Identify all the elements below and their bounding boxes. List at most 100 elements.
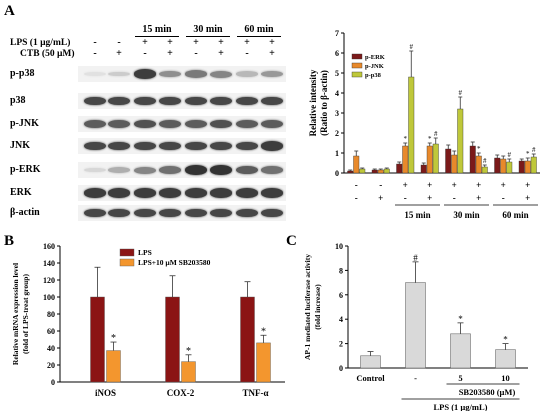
chart-c-luciferase: 0 2 4 6 8 10 AP-1 mediated luciferase activity… [303, 242, 528, 411]
y-axis-label: Relative intensity [308, 69, 318, 136]
significance-mark: * [458, 314, 463, 324]
bar-LPS [165, 296, 180, 383]
y-tick-label: 100 [43, 293, 55, 302]
lps-sign: + [193, 37, 199, 48]
lps-sign: + [452, 180, 457, 190]
ctb-sign: + [427, 193, 432, 203]
blot-band [210, 119, 232, 129]
significance-mark: * [477, 145, 481, 153]
y-axis-label: (fold of LPS-treat group) [21, 274, 30, 354]
blot-band [84, 167, 106, 173]
sb-label: SB203580 (µM) [459, 387, 516, 397]
blot-strip [78, 162, 286, 178]
time-label: 30 min [193, 24, 223, 35]
significance-mark: * [186, 346, 191, 357]
blot-band [159, 166, 181, 174]
lps-sign: - [93, 37, 97, 48]
legend-swatch [119, 258, 135, 267]
bar-p-p38 [481, 166, 488, 174]
blot-band [210, 208, 232, 218]
y-tick-label: 60 [47, 327, 55, 336]
blot-band [134, 119, 156, 129]
blot-band [185, 70, 207, 78]
significance-mark: * [428, 135, 432, 143]
blot-band [134, 141, 156, 151]
chart-a-relative-intensity: 0 1 2 3 4 5 6 7 Relative intensity (Ratio to β-ac… [308, 29, 540, 220]
bar-p-JNK [353, 155, 360, 174]
blot-band [261, 208, 283, 218]
bar-p-JNK [524, 160, 531, 174]
bar-LPS [240, 296, 255, 383]
blot-row-label: β-actin [10, 207, 40, 218]
y-tick-label: 160 [43, 242, 55, 251]
bar-LPS+10 µM SB203580 [106, 350, 121, 383]
bar-p-JNK [475, 155, 482, 174]
lps-sign: + [501, 180, 506, 190]
y-tick-label: 4 [339, 315, 343, 324]
blot-band [236, 96, 258, 106]
blot-band [84, 208, 106, 218]
ctb-sign: - [93, 48, 97, 59]
bar-LPS+10 µM SB203580 [181, 361, 196, 383]
legend-label: p-p38 [365, 72, 382, 79]
blot-band [134, 96, 156, 106]
ctb-sign: + [116, 48, 122, 59]
bar-p-p38 [359, 168, 366, 174]
lps-sign: - [355, 180, 358, 190]
blot-band [159, 96, 181, 106]
significance-mark: * [261, 326, 266, 337]
bar [360, 355, 381, 369]
bar-LPS+10 µM SB203580 [256, 342, 271, 383]
y-tick-label: 7 [335, 29, 339, 38]
blot-band [185, 188, 207, 198]
blot-strip [78, 116, 286, 132]
time-label: 15 min [404, 210, 430, 220]
panel-letter-b: B [4, 233, 15, 249]
blot-row-label: p-p38 [10, 68, 35, 79]
y-tick-label: 0 [335, 169, 339, 178]
blot-band [84, 71, 106, 77]
category-label: iNOS [95, 388, 116, 398]
blot-band [236, 141, 258, 151]
y-tick-label: 2 [339, 340, 343, 349]
significance-mark: * [503, 335, 508, 345]
blot-band [84, 96, 106, 106]
blot-band [210, 141, 232, 151]
bar [405, 282, 426, 369]
ctb-sign: + [218, 48, 224, 59]
significance-mark: * [526, 150, 530, 158]
category-label: TNF-α [242, 388, 268, 398]
significance-mark: # [532, 146, 536, 154]
western-blot: 15 min 30 min 60 min LPS (1 µg/mL) CTB (50 µ… [0, 0, 290, 225]
blot-band [159, 141, 181, 151]
blot-band [261, 166, 283, 174]
blot-band [108, 96, 130, 106]
blot-band [159, 70, 181, 78]
legend-label: p-JNK [365, 63, 384, 70]
blot-band [185, 208, 207, 218]
blot-strip [78, 66, 286, 82]
legend-swatch [351, 71, 363, 78]
panel-letter-c: C [286, 233, 297, 249]
y-tick-label: 40 [47, 344, 55, 353]
ctb-sign: - [502, 193, 505, 203]
y-tick-label: 20 [47, 361, 55, 370]
category-label: Control [356, 373, 385, 383]
blot-row-label: p-ERK [10, 164, 41, 175]
blot-band [236, 71, 258, 77]
y-axis-label: Relative mRNA expression level [11, 263, 20, 365]
time-label: 60 min [244, 24, 274, 35]
blot-row-label: JNK [10, 140, 30, 151]
category-label: 5 [458, 373, 462, 383]
bar-p-p38 [506, 161, 513, 174]
blot-band [159, 208, 181, 218]
y-axis-label: (fold increase) [313, 284, 322, 330]
y-tick-label: 80 [47, 310, 55, 319]
ctb-sign: + [167, 48, 173, 59]
significance-mark: * [111, 333, 116, 344]
ctb-sign: - [143, 48, 147, 59]
bar-p-JNK [500, 158, 507, 174]
blot-band [210, 165, 232, 175]
blot-band [210, 96, 232, 106]
blot-band [159, 119, 181, 129]
